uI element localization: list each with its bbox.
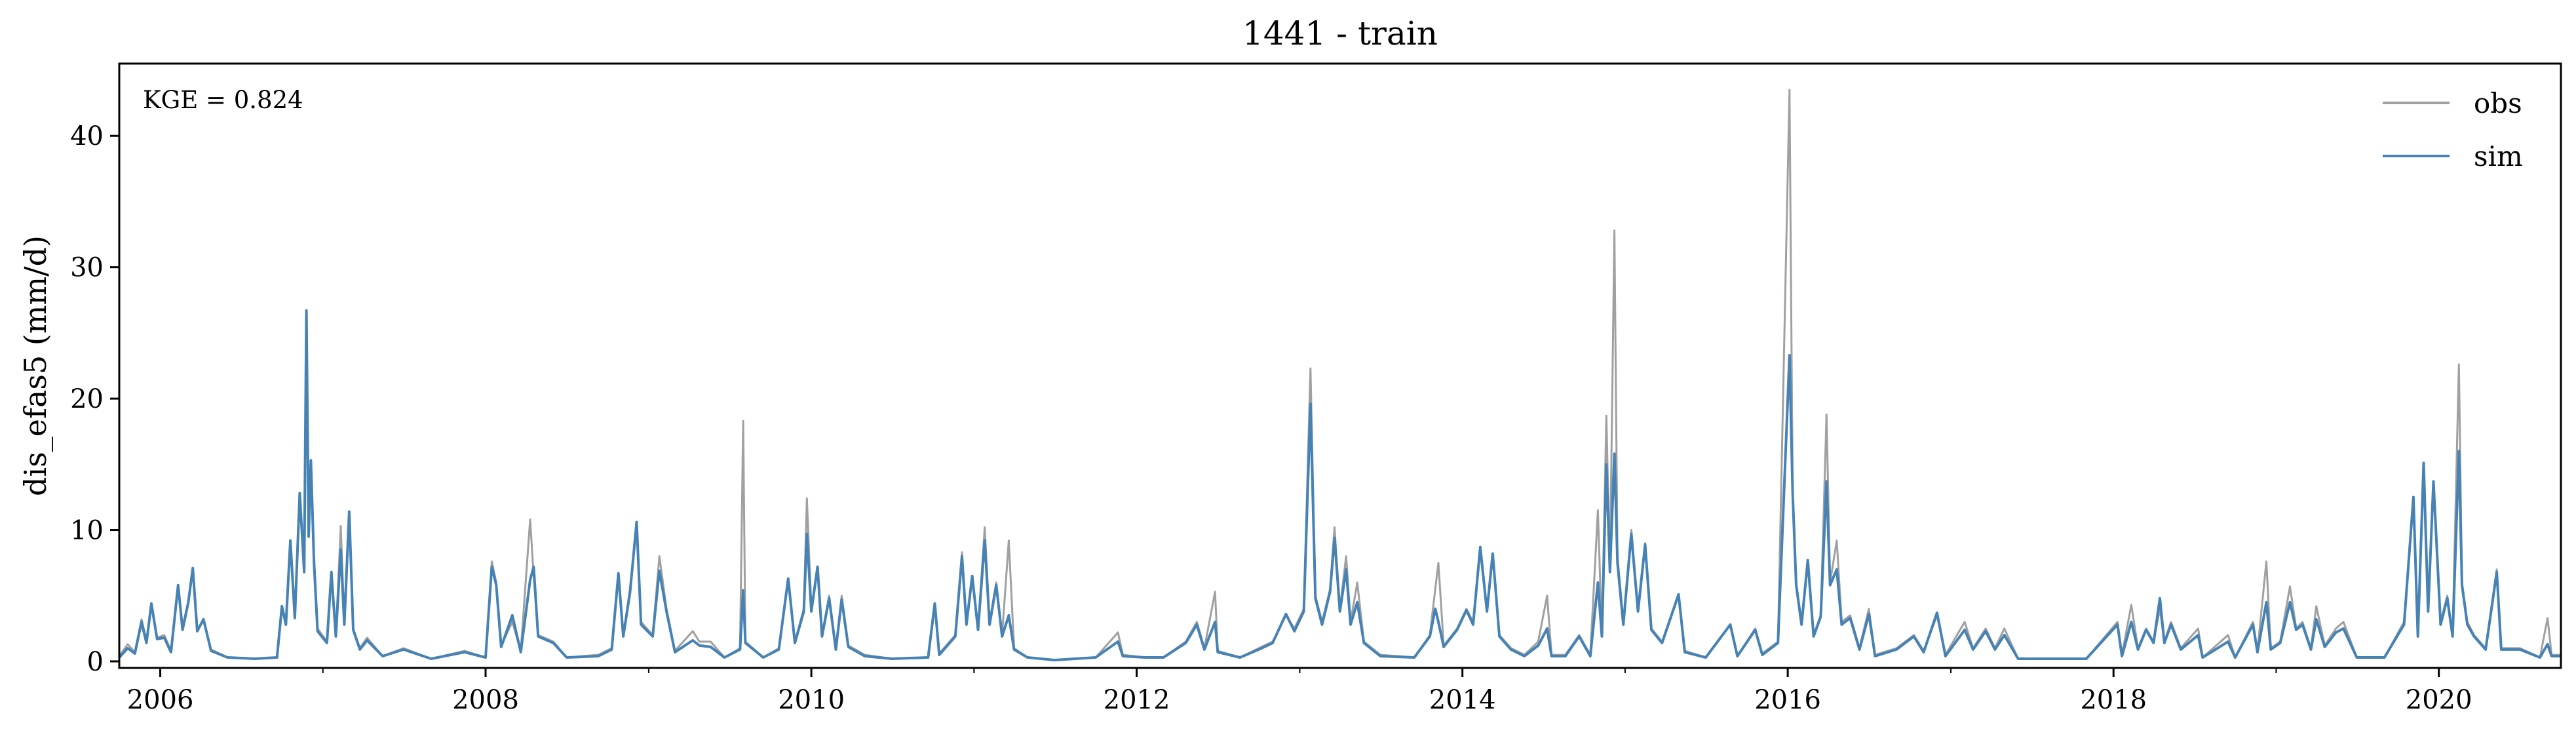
x-tick-label: 2020 <box>2406 685 2472 715</box>
y-tick-label: 0 <box>87 647 104 677</box>
y-axis-label: dis_efas5 (mm/d) <box>18 235 53 496</box>
x-tick-label: 2018 <box>2080 685 2147 715</box>
legend: obs sim <box>2383 87 2523 172</box>
legend-sim-label: sim <box>2474 140 2523 172</box>
y-tick-label: 20 <box>70 384 104 414</box>
plot-area <box>118 62 2562 669</box>
y-axis: 0 10 20 30 40 <box>70 121 119 677</box>
y-tick-label: 10 <box>70 516 104 546</box>
x-tick-label: 2008 <box>452 685 519 715</box>
x-tick-label: 2010 <box>778 685 845 715</box>
series-obs <box>119 88 2561 661</box>
x-tick-label: 2006 <box>127 685 194 715</box>
y-tick-label: 30 <box>70 253 104 283</box>
kge-annotation: KGE = 0.824 <box>143 86 303 114</box>
x-tick-label: 2014 <box>1429 685 1496 715</box>
x-tick-label: 2016 <box>1754 685 1821 715</box>
series-sim <box>119 309 2561 661</box>
chart-title: 1441 - train <box>1242 14 1438 52</box>
x-axis: 2006 2008 2010 2012 2014 2016 2018 2020 <box>127 668 2472 715</box>
series-line-obs <box>119 88 2561 661</box>
axes-frame <box>118 62 2562 669</box>
x-tick-label: 2012 <box>1104 685 1170 715</box>
y-tick-label: 40 <box>70 121 104 151</box>
series-line-sim <box>119 309 2561 661</box>
series-layer <box>119 88 2561 661</box>
legend-obs-label: obs <box>2474 87 2522 119</box>
